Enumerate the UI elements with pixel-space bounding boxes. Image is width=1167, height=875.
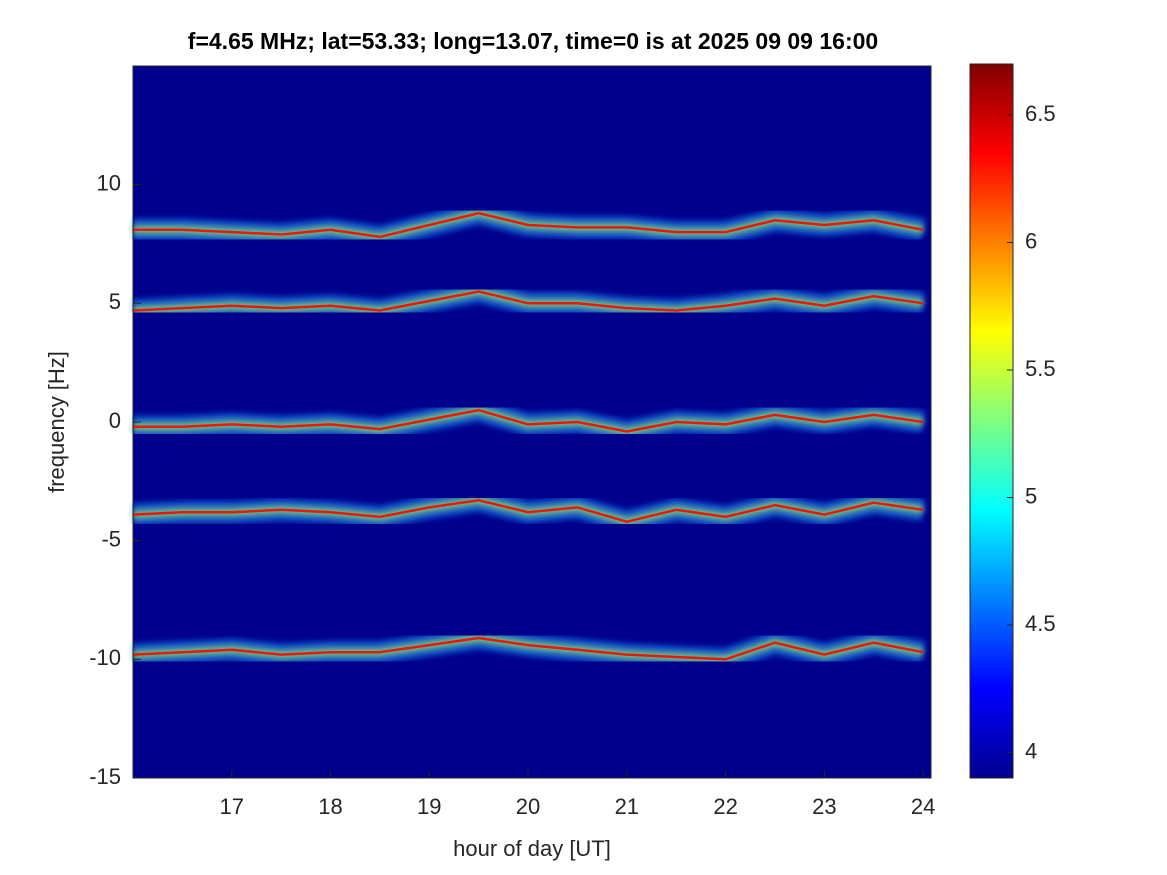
y-axis-label: frequency [Hz] — [44, 351, 69, 493]
x-tick-label: 17 — [220, 794, 244, 819]
y-tick-label: 10 — [97, 170, 121, 195]
y-tick-label: -10 — [89, 645, 121, 670]
y-tick-label: 5 — [109, 289, 121, 314]
trace — [133, 211, 924, 239]
y-tick-label: -5 — [101, 526, 121, 551]
plot-frame — [132, 65, 932, 779]
trace — [132, 499, 924, 523]
y-tick-label: -15 — [89, 764, 121, 789]
x-tick-label: 22 — [713, 794, 737, 819]
trace — [132, 290, 924, 312]
colorbar-tick-label: 6.5 — [1025, 101, 1056, 126]
x-tick-label: 21 — [615, 794, 639, 819]
x-tick-label: 19 — [417, 794, 441, 819]
colorbar-tick-label: 5 — [1025, 483, 1037, 508]
x-tick-label: 24 — [911, 794, 935, 819]
x-tick-label: 18 — [318, 794, 342, 819]
colorbar-tick-label: 5.5 — [1025, 356, 1056, 381]
colorbar — [969, 63, 1014, 779]
x-axis-label: hour of day [UT] — [453, 836, 611, 861]
colorbar-tick-label: 6 — [1025, 228, 1037, 253]
trace — [132, 636, 924, 661]
x-tick-label: 20 — [516, 794, 540, 819]
chart-title: f=4.65 MHz; lat=53.33; long=13.07, time=… — [188, 28, 878, 54]
colorbar-tick-label: 4 — [1025, 738, 1037, 763]
trace — [133, 408, 924, 433]
colorbar-tick-label: 4.5 — [1025, 611, 1056, 636]
y-tick-label: 0 — [109, 408, 121, 433]
x-tick-label: 23 — [812, 794, 836, 819]
